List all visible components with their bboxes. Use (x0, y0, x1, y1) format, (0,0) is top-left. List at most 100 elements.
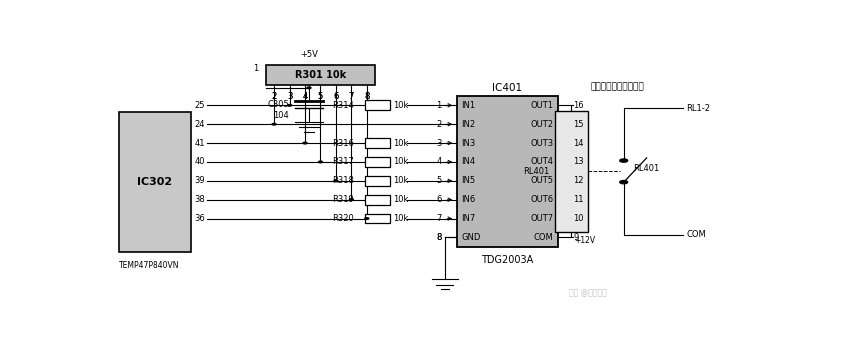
Text: 12: 12 (574, 176, 584, 185)
Circle shape (620, 159, 628, 162)
Text: 6: 6 (436, 195, 442, 204)
Text: R317: R317 (332, 158, 354, 167)
Text: 14: 14 (574, 139, 584, 148)
Text: 10k: 10k (393, 139, 409, 148)
Text: 39: 39 (195, 176, 205, 185)
Text: 10: 10 (574, 214, 584, 223)
Text: 10k: 10k (393, 176, 409, 185)
Text: 2: 2 (272, 92, 277, 101)
Bar (365, 195, 390, 204)
Text: 10k: 10k (393, 214, 409, 223)
Circle shape (334, 180, 338, 182)
Text: OUT7: OUT7 (530, 214, 553, 223)
Text: IN2: IN2 (461, 120, 475, 129)
Text: 10k: 10k (393, 158, 409, 167)
Text: 室外机电源控制继电器: 室外机电源控制继电器 (591, 82, 645, 91)
Text: 41: 41 (195, 139, 205, 148)
Text: R301 10k: R301 10k (295, 70, 346, 80)
Text: 6: 6 (333, 92, 338, 101)
Text: C305: C305 (267, 100, 289, 109)
Text: RL1-2: RL1-2 (686, 104, 710, 113)
Text: OUT2: OUT2 (530, 120, 553, 129)
Text: 4: 4 (437, 158, 442, 167)
Text: IC302: IC302 (137, 177, 173, 187)
Text: RL401: RL401 (524, 167, 550, 176)
Text: 24: 24 (195, 120, 205, 129)
Bar (555, 111, 588, 232)
Text: OUT6: OUT6 (530, 195, 553, 204)
Circle shape (307, 87, 311, 89)
Text: 2: 2 (272, 92, 277, 101)
Bar (365, 176, 390, 186)
Text: 7: 7 (436, 214, 442, 223)
Bar (365, 138, 390, 148)
Circle shape (303, 142, 307, 144)
Text: R314: R314 (332, 101, 354, 110)
Text: 7: 7 (349, 92, 354, 101)
Text: 3: 3 (287, 92, 292, 101)
Text: OUT1: OUT1 (530, 101, 553, 110)
Text: 10k: 10k (393, 195, 409, 204)
Bar (365, 157, 390, 167)
Text: RL401: RL401 (634, 164, 660, 173)
Text: OUT4: OUT4 (530, 158, 553, 167)
Text: GND: GND (461, 233, 481, 242)
Text: 25: 25 (195, 101, 205, 110)
Text: +5V: +5V (300, 50, 318, 59)
Text: 4: 4 (302, 92, 308, 101)
Text: OUT5: OUT5 (530, 176, 553, 185)
Text: 1: 1 (253, 64, 259, 73)
Text: 36: 36 (195, 214, 205, 223)
Text: 3: 3 (436, 139, 442, 148)
Text: 9: 9 (574, 233, 579, 242)
Text: 11: 11 (574, 195, 584, 204)
Text: 10k: 10k (393, 101, 409, 110)
Text: COM: COM (686, 230, 706, 239)
Text: IN7: IN7 (461, 214, 475, 223)
Text: +12V: +12V (574, 236, 596, 245)
Bar (457, 96, 558, 247)
Text: 4: 4 (302, 92, 308, 101)
Text: 8: 8 (364, 92, 370, 101)
Text: 40: 40 (195, 158, 205, 167)
Text: IN3: IN3 (461, 139, 475, 148)
Circle shape (365, 218, 369, 219)
Text: 16: 16 (574, 101, 584, 110)
Text: 38: 38 (195, 195, 205, 204)
Text: 7: 7 (349, 92, 354, 101)
Text: TEMP47P840VN: TEMP47P840VN (118, 261, 179, 270)
Text: 8: 8 (436, 233, 442, 242)
Text: 5: 5 (318, 92, 323, 101)
Text: IC401: IC401 (492, 83, 522, 93)
Text: 8: 8 (436, 233, 442, 242)
Text: 2: 2 (437, 120, 442, 129)
Text: 15: 15 (574, 120, 584, 129)
Text: IN6: IN6 (461, 195, 475, 204)
Bar (266, 65, 375, 85)
Text: R319: R319 (332, 195, 354, 204)
Text: 13: 13 (574, 158, 584, 167)
Text: 5: 5 (437, 176, 442, 185)
Text: IN5: IN5 (461, 176, 475, 185)
Text: OUT3: OUT3 (530, 139, 553, 148)
Text: 3: 3 (287, 92, 292, 101)
Bar (118, 112, 191, 252)
Text: TDG2003A: TDG2003A (481, 255, 534, 265)
Bar (365, 214, 390, 223)
Bar (365, 100, 390, 110)
Text: IN4: IN4 (461, 158, 475, 167)
Text: 1: 1 (437, 101, 442, 110)
Text: 5: 5 (318, 92, 323, 101)
Circle shape (318, 161, 322, 163)
Circle shape (288, 105, 292, 106)
Text: COM: COM (534, 233, 553, 242)
Text: R316: R316 (332, 139, 354, 148)
Text: IN1: IN1 (461, 101, 475, 110)
Text: 8: 8 (364, 92, 370, 101)
Circle shape (272, 124, 276, 125)
Text: 头条 @维修人家: 头条 @维修人家 (569, 288, 607, 297)
Text: R318: R318 (332, 176, 354, 185)
Text: 104: 104 (273, 111, 289, 120)
Text: R320: R320 (332, 214, 354, 223)
Circle shape (349, 199, 354, 201)
